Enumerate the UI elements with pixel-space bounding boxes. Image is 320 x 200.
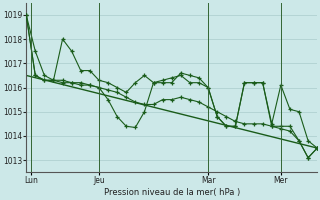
X-axis label: Pression niveau de la mer( hPa ): Pression niveau de la mer( hPa ) (104, 188, 240, 197)
